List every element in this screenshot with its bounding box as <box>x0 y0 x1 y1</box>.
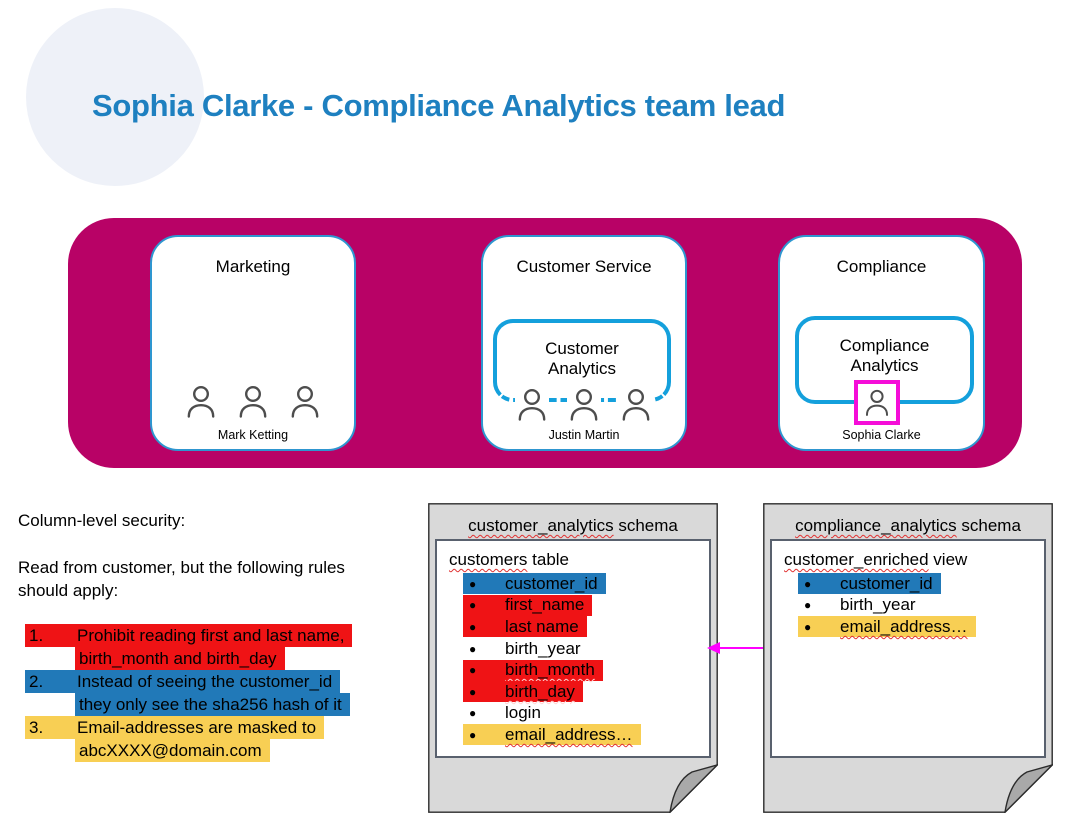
field-list: ● customer_id ● first_name ● last name ● bir… <box>449 573 709 746</box>
field-row: ● birth_year <box>784 595 1044 617</box>
field-row: ● birth_month <box>449 659 709 681</box>
rule-text: they only see the sha256 hash of it <box>75 693 350 716</box>
dept-title: Compliance <box>836 257 927 276</box>
person-icon <box>865 389 889 416</box>
bullet-icon: ● <box>469 706 477 721</box>
field-name: customer_id <box>505 573 598 593</box>
note-title: customer_analytics schema <box>468 516 678 535</box>
field-name: first_name <box>505 595 585 615</box>
schema-note-customer-analytics: customer_analytics schema customers tabl… <box>428 503 718 813</box>
rule-text: abcXXXX@domain.com <box>75 739 270 762</box>
person-icon <box>619 386 653 423</box>
rule-number: 2. <box>29 672 44 691</box>
rule-text: birth_month and birth_day <box>75 647 285 670</box>
rule-text: Instead of seeing the customer_id <box>77 672 333 691</box>
person-icon <box>288 383 322 420</box>
bullet-icon: ● <box>804 598 812 613</box>
field-row: ● login <box>449 703 709 725</box>
rule-number: 1. <box>29 626 44 645</box>
security-heading: Column-level security: <box>18 511 186 530</box>
dept-box-marketing: Marketing Mark Ketting <box>150 235 356 451</box>
person-icon <box>515 386 549 423</box>
security-intro: Read from customer, but the following ru… <box>18 558 345 600</box>
subteam-label: Compliance Analytics <box>839 336 930 375</box>
bullet-icon: ● <box>469 727 477 742</box>
field-name: email_address… <box>840 616 968 636</box>
person-icon <box>236 383 270 420</box>
dept-title: Marketing <box>215 257 291 276</box>
field-row: ● customer_id <box>449 573 709 595</box>
highlight-frame <box>854 380 900 425</box>
dept-title: Customer Service <box>516 257 652 276</box>
dept-lead-name: Justin Martin <box>548 428 620 442</box>
note-content-box: customers table ● customer_id ● first_name… <box>435 539 711 758</box>
object-name: customer_enriched view <box>784 550 968 569</box>
note-content-box: customer_enriched view ● customer_id ● bir… <box>770 539 1046 758</box>
field-row: ● first_name <box>449 594 709 617</box>
bullet-icon: ● <box>804 576 812 591</box>
members-row <box>483 386 685 423</box>
object-name: customers table <box>449 550 570 569</box>
dept-lead-name: Mark Ketting <box>217 428 289 442</box>
rule-number: 3. <box>29 718 44 737</box>
field-name: birth_month <box>505 660 595 680</box>
bullet-icon: ● <box>804 619 812 634</box>
field-name: login <box>505 703 541 723</box>
bullet-icon: ● <box>469 663 477 678</box>
person-icon <box>567 386 601 423</box>
security-rules-list: 1. Prohibit reading first and last name, … <box>18 624 353 762</box>
field-list: ● customer_id ● birth_year ● email_address… <box>784 573 1044 638</box>
arrow-left-icon <box>707 642 763 654</box>
note-fold-icon <box>669 764 718 813</box>
rule-text: Prohibit reading first and last name, <box>77 626 345 645</box>
bullet-icon: ● <box>469 576 477 591</box>
field-row: ● birth_year <box>449 638 709 660</box>
field-name: birth_day <box>505 681 575 701</box>
field-row: ● last name <box>449 616 709 638</box>
note-fold-icon <box>1004 764 1053 813</box>
bullet-icon: ● <box>469 641 477 656</box>
bullet-icon: ● <box>469 619 477 634</box>
field-name: last name <box>505 616 579 636</box>
dept-box-compliance: Compliance Compliance Analytics Sophia C… <box>778 235 985 451</box>
subteam-label: Customer Analytics <box>545 339 619 378</box>
field-name: birth_year <box>505 638 581 658</box>
page-title: Sophia Clarke - Compliance Analytics tea… <box>92 88 786 123</box>
bullet-icon: ● <box>469 684 477 699</box>
rule-item: 2. Instead of seeing the customer_id they… <box>18 670 352 716</box>
field-name: customer_id <box>840 573 933 593</box>
note-title: compliance_analytics schema <box>795 516 1021 535</box>
field-row: ● email_address… <box>784 616 1044 638</box>
person-icon <box>184 383 218 420</box>
rule-text: Email-addresses are masked to <box>77 718 317 737</box>
rule-item: 3. Email-addresses are masked to abcXXXX@… <box>18 716 352 762</box>
field-row: ● email_address… <box>449 724 709 746</box>
schema-note-compliance-analytics: compliance_analytics schema customer_enr… <box>763 503 1053 813</box>
members-row <box>152 383 354 420</box>
field-name: birth_year <box>840 595 916 615</box>
rule-item: 1. Prohibit reading first and last name, … <box>18 624 353 670</box>
dept-box-customer-service: Customer Service Customer Analytics Just… <box>481 235 687 451</box>
dept-lead-name: Sophia Clarke <box>842 428 921 442</box>
bullet-icon: ● <box>469 598 477 613</box>
decorative-circle <box>26 8 204 186</box>
field-row: ● birth_day <box>449 681 709 703</box>
field-row: ● customer_id <box>784 573 1044 595</box>
field-name: email_address… <box>505 724 633 744</box>
org-band: Marketing Mark Ketting Customer Service … <box>68 218 1022 468</box>
